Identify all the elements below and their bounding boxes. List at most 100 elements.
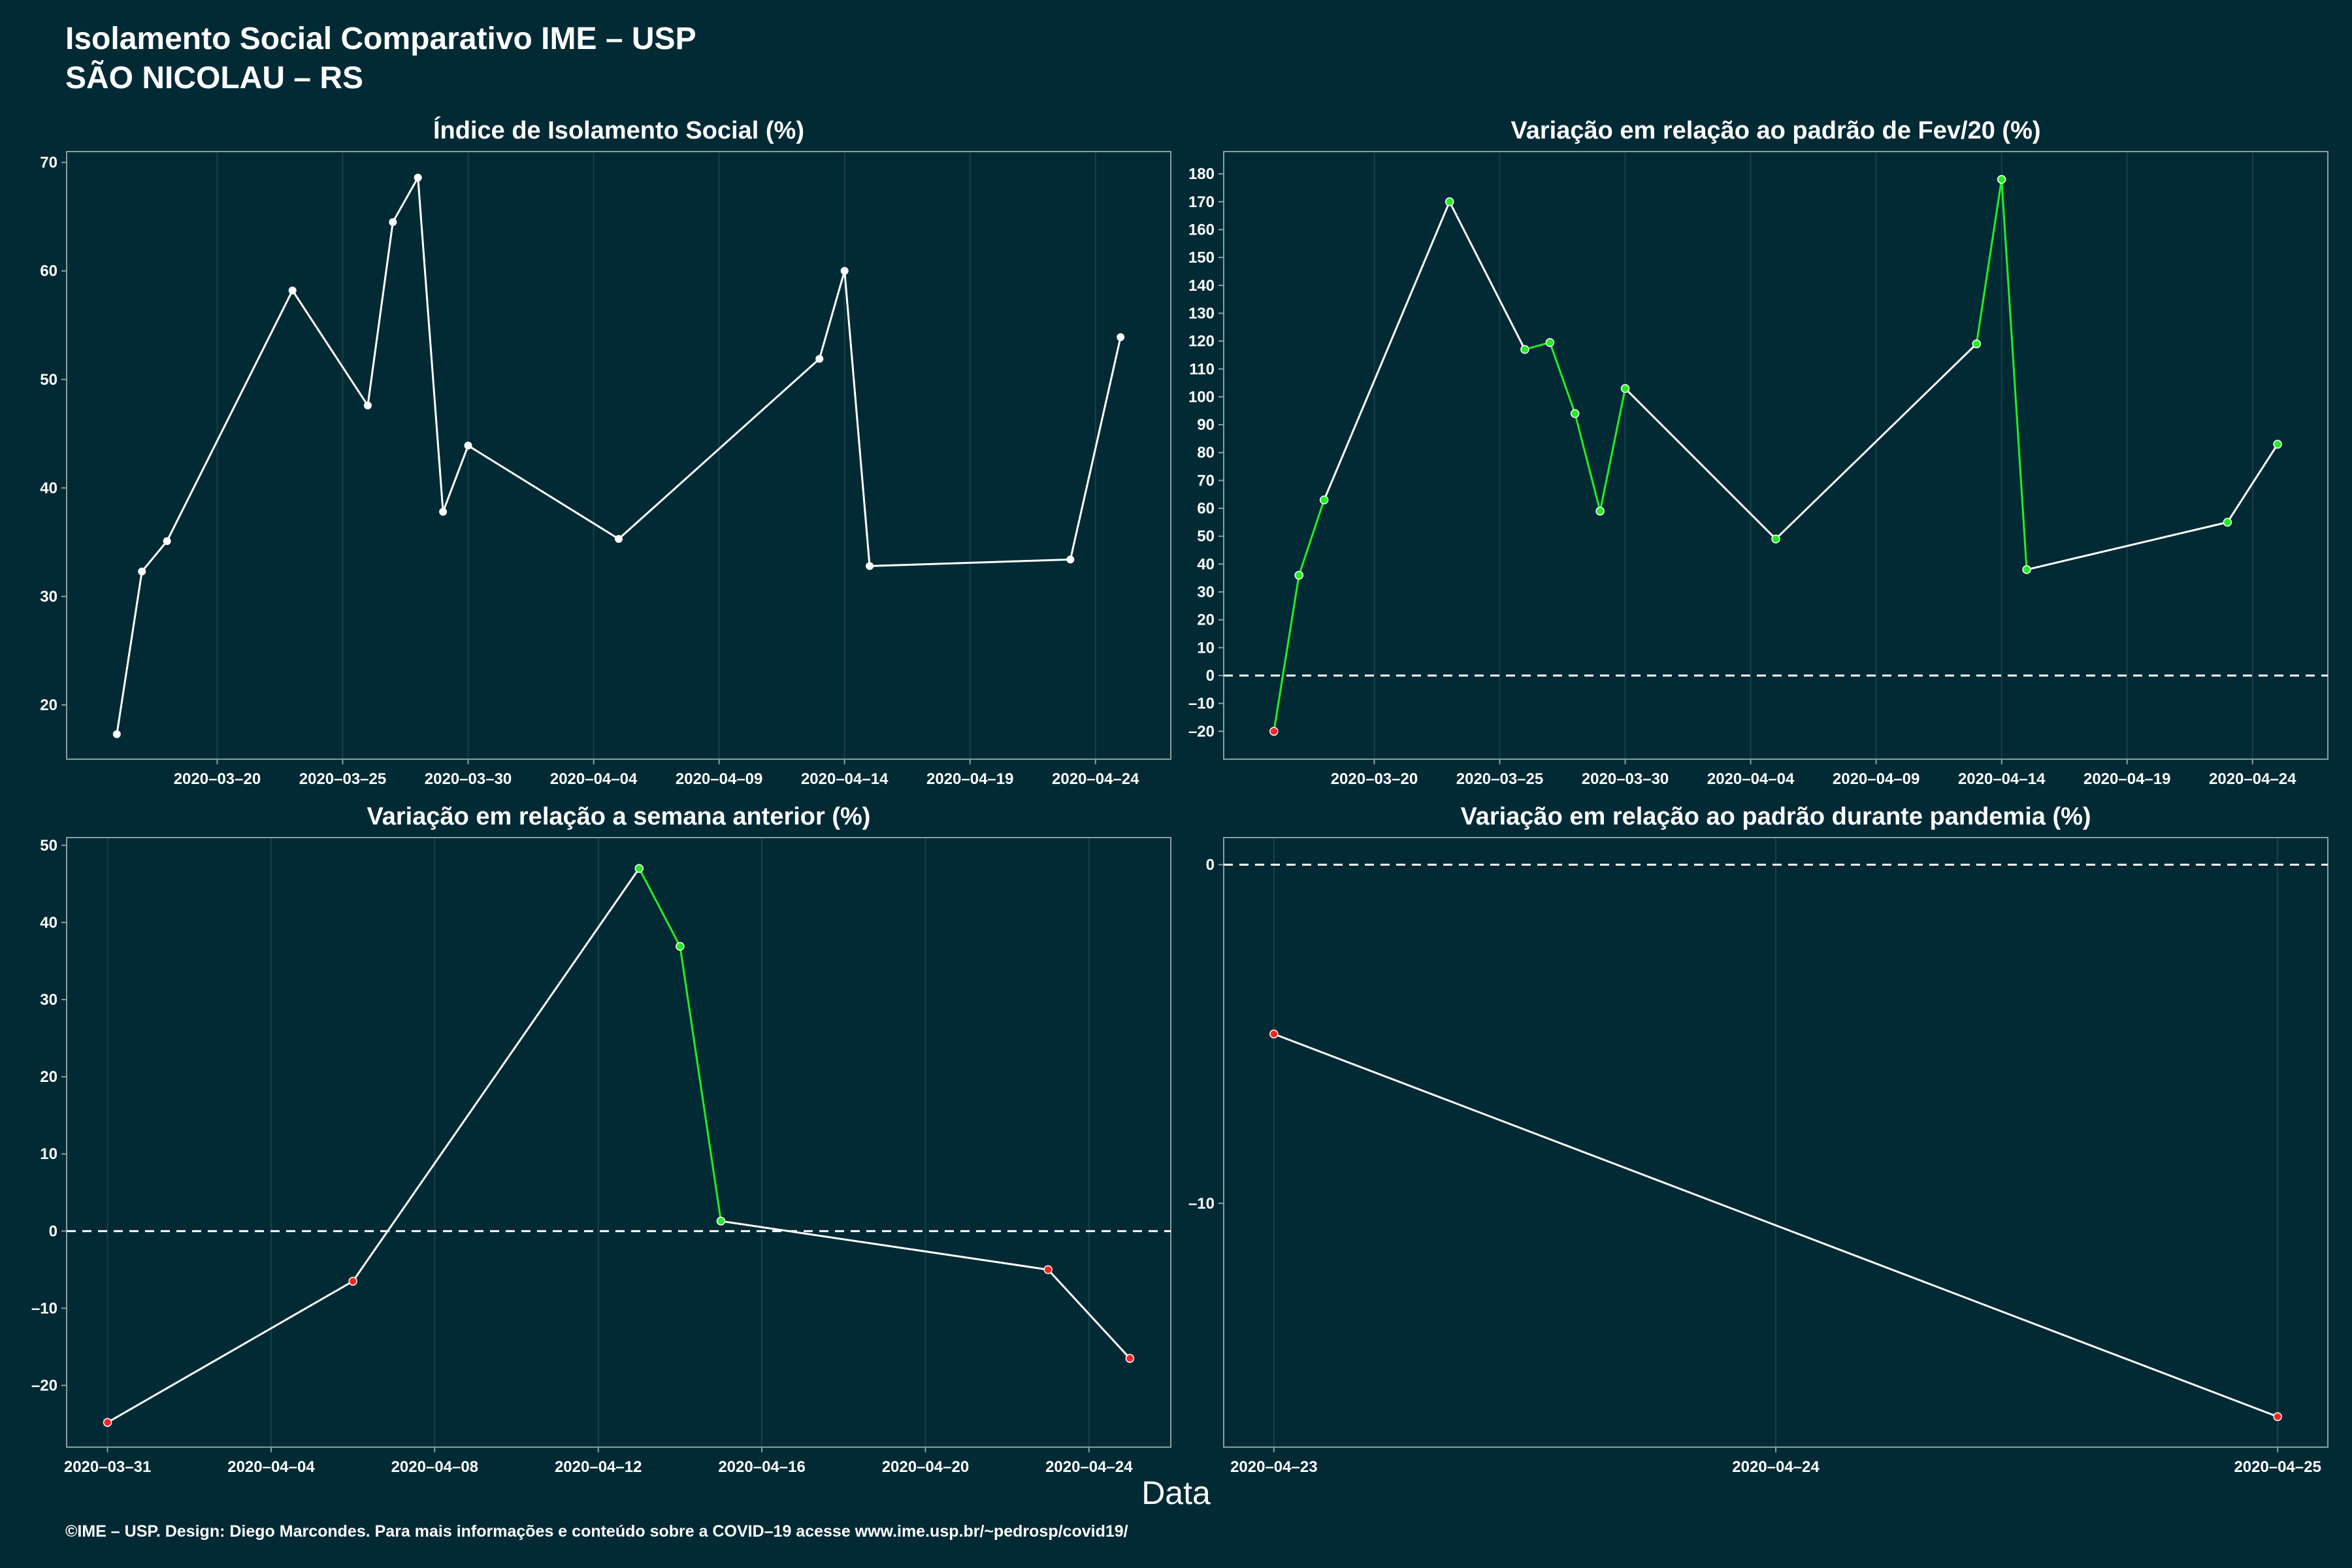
x-tick-label: 2020–04–12 [555, 1458, 642, 1476]
series-line-segment [106, 1280, 353, 1424]
x-tick-label: 2020–04–04 [227, 1458, 315, 1476]
x-tick-label: 2020–03–31 [64, 1458, 151, 1476]
data-point [2273, 440, 2282, 449]
footer-credits: ©IME – USP. Design: Diego Marcondes. Par… [65, 1522, 1128, 1541]
series-line-segment [291, 289, 369, 406]
series-line-segment [1975, 179, 2003, 344]
y-tick-label: 40 [40, 914, 57, 932]
main-title: Isolamento Social Comparativo IME – USP [65, 22, 696, 56]
series-line-segment [1323, 201, 1451, 500]
series-line-segment [679, 946, 722, 1222]
data-point [1771, 534, 1780, 544]
data-point [288, 286, 297, 295]
y-tick-label: –20 [31, 1377, 57, 1395]
y-tick-label: 40 [40, 480, 57, 497]
y-tick-label: 150 [1188, 249, 1215, 267]
y-tick-label: 180 [1188, 165, 1215, 183]
panel-border [1223, 151, 2328, 760]
panel-border [66, 151, 1171, 760]
x-tick-label: 2020–04–04 [1707, 770, 1795, 788]
series-line-segment [2026, 521, 2228, 571]
x-tick-label: 2020–04–16 [718, 1458, 805, 1476]
y-tick-label: 50 [40, 837, 57, 855]
x-tick-label: 2020–03–25 [1456, 770, 1543, 788]
y-tick-label: 20 [1197, 612, 1215, 629]
y-tick-label: –10 [1188, 695, 1215, 713]
y-tick-label: 0 [1206, 856, 1215, 874]
x-tick-label: 2020–04–20 [882, 1458, 969, 1476]
chart-variation-feb: Variação em relação ao padrão de Fev/20 … [1188, 117, 2328, 788]
subtitle: SÃO NICOLAU – RS [65, 61, 364, 95]
x-tick-label: 2020–03–30 [1582, 770, 1669, 788]
chart-title: Variação em relação a semana anterior (%… [367, 803, 871, 830]
series-line-segment [442, 445, 469, 512]
y-tick-label: 10 [1197, 639, 1215, 657]
y-tick-label: 20 [40, 696, 57, 714]
series-line-segment [818, 270, 846, 359]
x-tick-label: 2020–03–25 [299, 770, 386, 788]
data-point [163, 537, 171, 546]
chart-title: Índice de Isolamento Social (%) [433, 116, 804, 144]
y-tick-label: 110 [1189, 361, 1215, 378]
panel-border [66, 837, 1171, 1448]
y-tick-label: 30 [1197, 583, 1215, 601]
data-point [2273, 1412, 2282, 1422]
data-point [1269, 727, 1279, 736]
chart-isolation-index: Índice de Isolamento Social (%) 20 30 40 50 6… [40, 116, 1171, 788]
y-tick-label: 20 [40, 1068, 57, 1086]
x-tick-label: 2020–04–14 [801, 770, 889, 788]
y-tick-label: 50 [40, 371, 57, 389]
y-tick-label: 90 [1197, 416, 1215, 434]
x-tick-label: 2020–04–14 [1958, 770, 2046, 788]
y-tick-label: 0 [49, 1222, 57, 1240]
chart-title: Variação em relação ao padrão durante pa… [1460, 803, 2091, 830]
data-point [1117, 333, 1125, 341]
y-tick-label: 120 [1188, 333, 1215, 350]
y-tick-label: 160 [1188, 221, 1215, 238]
series-line-segment [116, 571, 143, 735]
x-tick-label: 2020–04–09 [1833, 770, 1919, 788]
data-point [1972, 339, 1982, 349]
chart-variation-pandemic: Variação em relação ao padrão durante pa… [1188, 803, 2328, 1476]
data-point [389, 218, 397, 226]
series-line-segment [351, 868, 640, 1282]
series-line-segment [1047, 1269, 1131, 1360]
y-tick-label: –20 [1188, 723, 1215, 740]
x-axis-label: Data [1141, 1475, 1211, 1511]
data-point [1997, 174, 2006, 184]
x-tick-label: 2020–04–09 [676, 770, 762, 788]
data-point [464, 442, 472, 450]
series-line-segment [2227, 444, 2279, 523]
data-point [138, 567, 146, 576]
series-line-segment [1599, 388, 1627, 512]
series-line-segment [417, 177, 444, 512]
data-point [1294, 570, 1303, 580]
data-point [439, 508, 448, 516]
x-tick-label: 2020–04–19 [926, 770, 1013, 788]
data-point [1570, 409, 1580, 418]
y-tick-label: 80 [1197, 444, 1215, 462]
data-point [1269, 1029, 1279, 1039]
y-tick-label: –10 [31, 1299, 57, 1317]
series-line-segment [166, 289, 294, 542]
y-tick-label: 50 [1197, 528, 1215, 546]
series-line-segment [1069, 336, 1122, 560]
y-tick-label: –10 [1188, 1195, 1215, 1213]
y-tick-label: 60 [40, 263, 57, 280]
x-tick-label: 2020–04–24 [1045, 1458, 1133, 1476]
y-tick-label: 170 [1188, 193, 1215, 211]
x-tick-label: 2020–04–08 [391, 1458, 478, 1476]
x-tick-label: 2020–04–19 [2083, 770, 2170, 788]
y-tick-label: 130 [1188, 304, 1215, 322]
data-point [348, 1277, 357, 1286]
data-point [866, 562, 874, 570]
data-point [815, 355, 824, 363]
y-tick-label: 60 [1197, 500, 1215, 517]
data-point [414, 173, 422, 182]
data-point [2022, 565, 2031, 574]
data-point [716, 1217, 726, 1226]
series-line-segment [1548, 342, 1576, 414]
x-tick-label: 2020–03–30 [425, 770, 512, 788]
series-line-segment [638, 868, 681, 947]
